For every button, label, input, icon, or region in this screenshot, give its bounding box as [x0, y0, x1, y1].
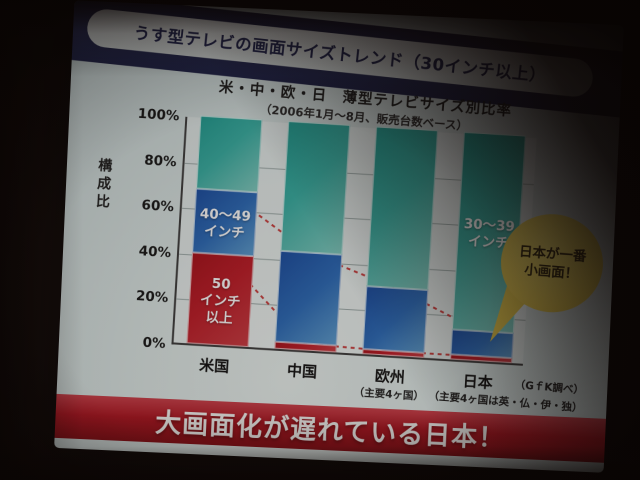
- x-category-name: 米国: [198, 356, 230, 376]
- plot-area: 40～49 インチ 50 インチ 以上 30～39 インチ: [171, 115, 537, 366]
- bar-segment-30～39インチ: [366, 126, 439, 290]
- callout-balloon: 日本が一番 小画面！: [497, 210, 607, 316]
- y-tick-label: 20%: [135, 288, 169, 307]
- y-tick-label: 0%: [142, 334, 166, 352]
- x-category-label: 中国: [254, 357, 351, 384]
- x-category-name: 中国: [286, 361, 318, 382]
- bar-segment-40～49インチ: [274, 250, 343, 346]
- balloon-text-line2: 小画面！: [523, 262, 579, 283]
- bar-segment-30～39インチ: [280, 121, 351, 255]
- bar-segment-label: 40～49 インチ: [199, 205, 252, 242]
- trend-line-dashed: [222, 254, 480, 358]
- x-category-label: 欧州 （主要4ヶ国）: [340, 363, 438, 405]
- presentation-slide: うす型テレビの画面サイズトレンド（30インチ以上） 米・中・欧・日 薄型テレビサ…: [54, 0, 624, 473]
- bar-segment-40～49インチ: [362, 285, 429, 354]
- x-category-label: 米国: [166, 352, 263, 379]
- y-tick-label: 60%: [141, 197, 175, 216]
- bar-segment-40～49インチ: [450, 329, 514, 359]
- y-tick-label: 100%: [137, 105, 180, 125]
- y-tick-label: 40%: [138, 242, 172, 261]
- trend-line-dashed: [226, 190, 482, 333]
- y-axis-title: 構成比: [93, 157, 113, 213]
- bar-segment-30～39インチ: [196, 115, 263, 193]
- bar-segment-label: 50 インチ 以上: [199, 275, 241, 327]
- y-tick-label: 80%: [143, 151, 178, 170]
